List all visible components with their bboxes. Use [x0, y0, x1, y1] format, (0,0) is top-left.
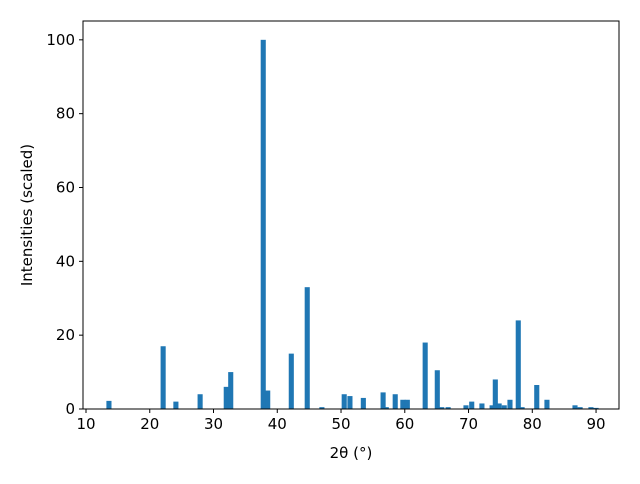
- bar: [434, 370, 440, 409]
- bar: [588, 407, 594, 409]
- y-tick-label: 80: [56, 105, 75, 123]
- bar: [400, 399, 406, 409]
- x-tick-label: 90: [587, 415, 606, 433]
- bar: [173, 401, 179, 409]
- y-axis-label: Intensities (scaled): [18, 144, 36, 286]
- x-axis-label: 2θ (°): [330, 444, 373, 462]
- bar: [392, 394, 398, 409]
- bar: [360, 397, 366, 409]
- bar: [479, 403, 485, 409]
- bar: [501, 405, 507, 409]
- x-tick-label: 70: [459, 415, 478, 433]
- x-tick-label: 30: [204, 415, 223, 433]
- bar: [380, 392, 386, 409]
- bar: [496, 403, 502, 409]
- bar: [519, 407, 525, 409]
- bar: [383, 407, 389, 409]
- y-tick-label: 60: [56, 178, 75, 196]
- bar: [260, 39, 266, 409]
- plot-frame: [82, 20, 620, 410]
- bar: [223, 386, 229, 409]
- bar: [492, 379, 498, 409]
- bar: [469, 401, 475, 409]
- x-tick-label: 80: [523, 415, 542, 433]
- y-tick-label: 40: [56, 252, 75, 270]
- bar: [572, 405, 578, 409]
- bar: [341, 394, 347, 409]
- bar: [404, 399, 410, 409]
- x-tick-label: 50: [331, 415, 350, 433]
- y-tick-label: 0: [65, 400, 75, 418]
- bar: [463, 405, 469, 409]
- bar: [534, 385, 540, 409]
- y-tick-label: 100: [46, 31, 75, 49]
- x-tick-label: 40: [268, 415, 287, 433]
- x-tick-label: 60: [395, 415, 414, 433]
- bar: [304, 287, 310, 409]
- x-tick-label: 10: [76, 415, 95, 433]
- bar: [422, 342, 428, 409]
- bar: [288, 353, 294, 409]
- bar: [445, 407, 451, 409]
- bar: [319, 407, 325, 409]
- bar: [439, 407, 445, 409]
- bar: [544, 399, 550, 409]
- bar: [197, 394, 203, 409]
- bar: [265, 390, 271, 409]
- bar: [577, 407, 583, 409]
- bar: [489, 405, 495, 409]
- bar: [160, 346, 166, 409]
- bar: [347, 396, 353, 409]
- x-tick-label: 20: [140, 415, 159, 433]
- bar: [228, 372, 234, 409]
- bar: [593, 407, 599, 409]
- y-tick-label: 20: [56, 326, 75, 344]
- bar: [106, 400, 112, 409]
- bar: [515, 320, 521, 409]
- bar: [507, 399, 513, 409]
